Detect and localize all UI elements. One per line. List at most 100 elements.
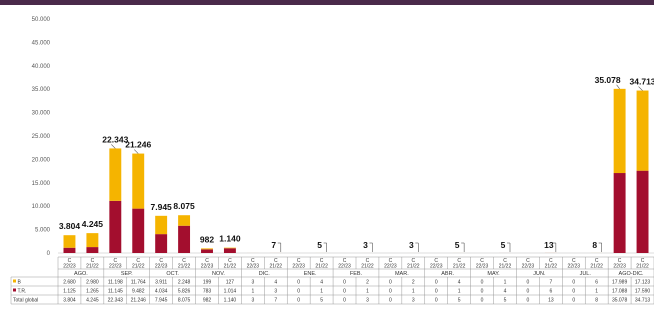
data-label: 5 [455,240,460,250]
table-cell: 6 [549,289,552,295]
x-group-label: FEB. [350,271,363,277]
top-border [0,0,654,5]
table-cell: 4 [458,280,461,286]
x-tick-label-c: C [618,258,622,264]
bar-segment-tr [201,249,213,253]
x-tick-label-c: C [480,258,484,264]
x-tick-label-c: C [457,258,461,264]
x-tick-label-c: C [595,258,599,264]
table-cell: 0 [389,298,392,304]
x-group-label: MAR. [395,271,409,277]
bar-segment-b [86,233,99,248]
table-cell: 0 [343,298,346,304]
bar-segment-tr [155,234,168,253]
x-tick-label-c: C [366,258,370,264]
data-label: 982 [200,234,214,244]
x-tick-label-period: 22/23 [109,264,122,270]
x-tick-label-period: 21/22 [361,264,374,270]
x-group-label: OCT. [166,271,179,277]
bar-segment-b [223,247,236,249]
x-tick-label-period: 21/22 [453,264,466,270]
x-tick-label-period: 22/23 [155,264,168,270]
table-cell: 7 [274,298,277,304]
y-tick-label: 45.000 [32,40,51,46]
table-cell: 2.680 [63,280,76,286]
table-cell: 0 [572,280,575,286]
y-tick-label: 25.000 [32,134,51,140]
x-tick-label-c: C [572,258,576,264]
data-label: 35.078 [595,75,621,85]
x-group-label: AGO. [74,271,88,277]
y-tick-label: 20.000 [32,157,51,163]
table-cell: 0 [481,289,484,295]
table-cell: 0 [343,280,346,286]
table-row-label: Total global [13,298,38,304]
table-cell: 9.482 [132,289,145,295]
data-label: 21.246 [125,140,151,150]
table-cell: 0 [435,280,438,286]
x-tick-label-period: 21/22 [270,264,283,270]
x-tick-label-c: C [274,258,278,264]
x-tick-label-period: 21/22 [315,264,328,270]
table-cell: 1 [458,289,461,295]
table-cell: 11.198 [108,280,123,286]
data-label: 22.343 [102,134,128,144]
data-label: 34.713 [630,77,654,87]
y-tick-label: 5.000 [35,228,51,234]
table-cell: 4.245 [86,298,99,304]
table-cell: 5 [320,298,323,304]
x-group-label: NOV. [212,271,225,277]
table-cell: 0 [527,289,530,295]
x-tick-label-c: C [434,258,438,264]
x-group-label: JUN. [533,271,546,277]
table-cell: 13 [548,298,554,304]
x-group-label: ABR. [441,271,454,277]
table-cell: 3 [251,280,254,286]
table-cell: 2.248 [178,280,191,286]
table-cell: 4.034 [155,289,168,295]
table-cell: 21.246 [131,298,147,304]
x-group-label: MAY. [487,271,500,277]
data-label: 13 [544,240,554,250]
table-cell: 1 [251,289,254,295]
table-cell: 17.989 [612,280,628,286]
table-cell: 1 [320,289,323,295]
x-tick-label-period: 22/23 [247,264,260,270]
table-cell: 0 [389,289,392,295]
data-label-leader [616,84,620,90]
y-tick-label: 40.000 [32,64,51,70]
x-group-label: SEP. [121,271,133,277]
data-label: 7.945 [151,202,173,212]
x-tick-label-period: 21/22 [636,264,649,270]
x-tick-label-c: C [228,258,232,264]
table-cell: 3.804 [63,298,76,304]
x-tick-label-c: C [68,258,72,264]
table-cell: 11.145 [108,289,123,295]
data-label: 5 [501,240,506,250]
bar-segment-tr [178,225,191,253]
data-label: 7 [271,240,276,250]
x-tick-label-period: 22/23 [201,264,214,270]
x-tick-label-period: 21/22 [407,264,420,270]
x-group-label: AGO-DIC. [619,271,645,277]
table-row-label: B [18,280,22,286]
bar-segment-tr [109,200,122,253]
table-cell: 982 [203,298,212,304]
x-group-label: DIC. [259,271,270,277]
table-cell: 4 [274,280,277,286]
table-cell: 0 [343,289,346,295]
table-cell: 1.125 [63,289,76,295]
table-cell: 3 [412,298,415,304]
table-cell: 1.014 [224,289,237,295]
x-tick-label-period: 21/22 [86,264,99,270]
data-label: 3.804 [59,221,81,231]
table-cell: 0 [297,289,300,295]
table-cell: 3 [251,298,254,304]
table-cell: 5 [458,298,461,304]
x-tick-label-period: 22/23 [613,264,626,270]
table-cell: 1.140 [224,298,237,304]
table-cell: 0 [435,298,438,304]
bar-segment-b [132,153,145,209]
table-cell: 1 [595,289,598,295]
x-tick-label-c: C [297,258,301,264]
